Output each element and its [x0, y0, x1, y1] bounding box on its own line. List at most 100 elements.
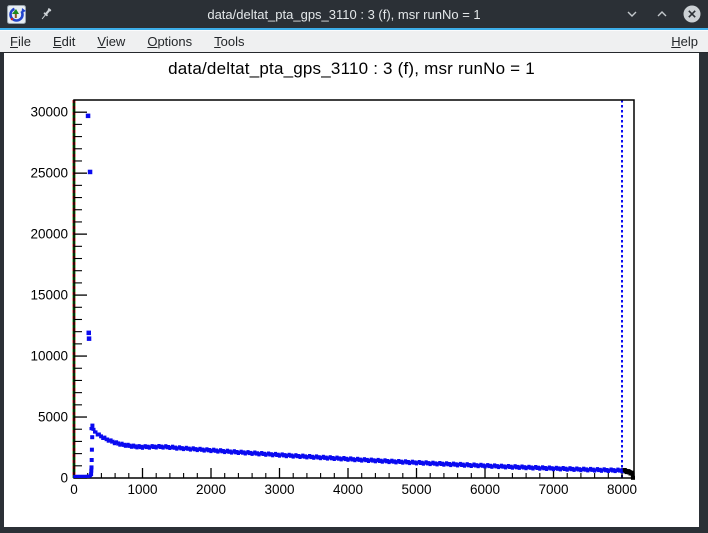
data-point-band — [547, 465, 551, 469]
data-point-band — [568, 466, 572, 470]
data-point-band — [372, 458, 376, 462]
data-point-band — [616, 467, 620, 471]
data-point-band — [393, 459, 397, 463]
data-point-band — [575, 466, 579, 470]
data-point-band — [164, 444, 168, 448]
data-point-band — [358, 457, 362, 461]
x-axis-tick-label: 2000 — [196, 482, 226, 497]
data-point-band — [406, 460, 410, 464]
data-point-band — [577, 467, 582, 471]
x-axis-tick-label: 7000 — [538, 482, 568, 497]
data-point-band — [461, 462, 465, 466]
menu-item-view[interactable]: View — [97, 34, 126, 49]
minimize-button[interactable] — [622, 4, 642, 24]
y-axis-tick-label: 15000 — [30, 288, 68, 303]
data-point-band — [171, 444, 175, 448]
data-point-band — [103, 435, 107, 439]
data-point-band — [502, 464, 506, 468]
data-point-band — [438, 461, 442, 465]
data-point-band — [198, 446, 202, 450]
data-point-band — [99, 434, 103, 438]
data-point — [89, 472, 94, 477]
histogram-plot[interactable]: 0 1000 2000 3000 4000 5000 6000 7000 8000 0 5000 10… — [4, 53, 699, 527]
data-point-band — [351, 457, 356, 461]
data-point-band — [109, 438, 113, 442]
data-point-band — [513, 464, 517, 468]
titlebar[interactable]: data/deltat_pta_gps_3110 : 3 (f), msr ru… — [0, 0, 708, 28]
data-point-band — [177, 445, 182, 449]
data-point-band — [219, 448, 223, 452]
y-axis-tick-label: 30000 — [30, 105, 68, 120]
data-point-band — [345, 456, 349, 460]
data-point-band — [132, 443, 136, 447]
data-point-band — [520, 464, 524, 468]
data-point-band — [383, 458, 387, 462]
data-point-band — [324, 455, 328, 459]
data-point-band — [160, 444, 164, 448]
data-point-band — [454, 462, 458, 466]
data-point-band — [157, 444, 161, 448]
data-point-band — [249, 450, 253, 455]
data-point-band — [208, 448, 212, 452]
data-point-peak — [86, 336, 92, 341]
data-point-band — [194, 447, 198, 451]
data-point-band — [605, 468, 609, 472]
data-point-band — [342, 456, 346, 460]
plot-frame — [73, 99, 635, 479]
data-point-overflow — [630, 472, 635, 477]
data-point-band — [379, 458, 383, 462]
data-point-band — [92, 427, 96, 431]
data-point-band — [180, 446, 184, 450]
maximize-button[interactable] — [652, 4, 672, 24]
data-point-band — [362, 457, 366, 461]
x-axis-tick-label: 4000 — [333, 482, 363, 497]
data-point-band — [120, 441, 124, 445]
data-point-band — [557, 466, 561, 470]
data-point-band — [527, 464, 531, 468]
data-point-band — [214, 448, 219, 452]
data-point-band — [390, 458, 394, 462]
data-point-band — [445, 461, 449, 465]
data-point-band — [447, 462, 451, 466]
plot-title: data/deltat_pta_gps_3110 : 3 (f), msr ru… — [168, 59, 535, 78]
data-point-band — [205, 447, 209, 451]
data-point-band — [317, 455, 321, 459]
menu-item-options[interactable]: Options — [147, 34, 193, 49]
data-point-band — [582, 466, 586, 470]
data-point-band — [536, 465, 540, 469]
y-axis-tick-label: 20000 — [30, 227, 68, 242]
menu-item-help[interactable]: Help — [671, 34, 698, 49]
data-point-band — [495, 464, 499, 468]
data-point — [89, 465, 94, 470]
menu-item-edit[interactable]: Edit — [52, 34, 76, 49]
data-point-band — [331, 456, 335, 460]
data-point-band — [550, 466, 554, 470]
data-point-band — [458, 461, 462, 466]
data-point-peak — [85, 113, 91, 119]
data-point-band — [97, 432, 101, 436]
data-point-band — [310, 454, 314, 458]
data-point-band — [427, 461, 431, 465]
pin-icon[interactable] — [38, 6, 54, 22]
x-axis-tick-label: 8000 — [607, 482, 637, 497]
data-point-band — [434, 461, 438, 465]
data-point-band — [598, 467, 602, 471]
data-point-band — [516, 464, 520, 469]
data-point-band — [308, 454, 312, 458]
data-point-band — [273, 451, 277, 456]
data-point-band — [184, 445, 188, 449]
data-point-band — [509, 464, 513, 468]
data-point-band — [280, 452, 284, 456]
close-button[interactable] — [682, 4, 702, 24]
menu-item-file[interactable]: File — [10, 34, 31, 49]
data-point-band — [564, 466, 568, 470]
data-point-band — [475, 463, 479, 467]
data-point-band — [386, 459, 390, 463]
data-point-band — [114, 440, 119, 444]
data-point-band — [541, 465, 545, 469]
data-point-band — [137, 444, 141, 448]
plot-canvas[interactable]: data/deltat_pta_gps_3110 : 3 (f), msr ru… — [4, 53, 699, 527]
menu-item-tools[interactable]: Tools — [214, 34, 245, 49]
data-point-band — [301, 453, 305, 457]
data-point-band — [554, 465, 558, 469]
